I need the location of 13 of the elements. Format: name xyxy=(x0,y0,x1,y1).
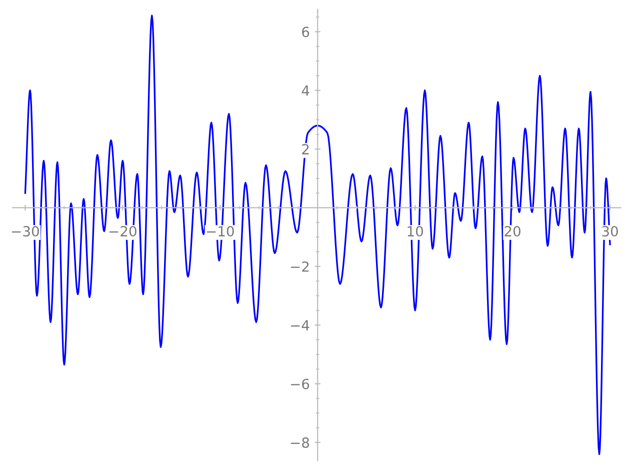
x-tick-label: −10 xyxy=(206,226,234,237)
x-tick-label: 30 xyxy=(602,226,618,237)
y-tick-label: 2 xyxy=(302,144,309,154)
y-tick-label: 6 xyxy=(302,26,310,38)
y-tick-label: −8 xyxy=(290,437,310,448)
x-tick-label: −30 xyxy=(12,226,39,237)
y-tick-label: −6 xyxy=(290,378,310,390)
x-tick-label: 20 xyxy=(504,226,520,237)
y-tick-label: −2 xyxy=(290,261,309,272)
x-tick-label: 10 xyxy=(408,226,423,237)
x-tick-label: −20 xyxy=(109,226,136,237)
y-tick-label: −4 xyxy=(290,320,310,330)
y-tick-label: 4 xyxy=(302,86,310,96)
